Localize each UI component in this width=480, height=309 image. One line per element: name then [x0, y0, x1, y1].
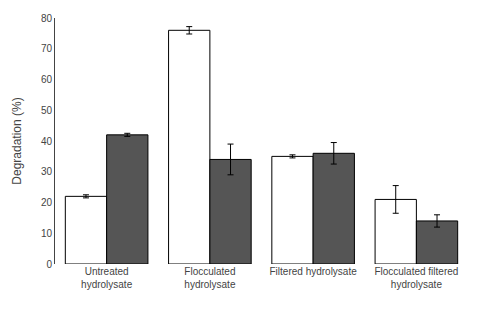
svg-text:Filtered hydrolysate: Filtered hydrolysate: [269, 266, 357, 277]
svg-text:Degradation (%): Degradation (%): [10, 97, 24, 184]
svg-text:80: 80: [41, 13, 53, 24]
svg-text:30: 30: [41, 166, 53, 177]
svg-text:Flocculated filteredhydrolysat: Flocculated filteredhydrolysate: [374, 266, 458, 290]
svg-text:20: 20: [41, 197, 53, 208]
svg-text:10: 10: [41, 228, 53, 239]
svg-text:Untreatedhydrolysate: Untreatedhydrolysate: [81, 266, 133, 290]
svg-text:40: 40: [41, 136, 53, 147]
svg-text:0: 0: [46, 259, 52, 270]
svg-text:60: 60: [41, 74, 53, 85]
svg-text:70: 70: [41, 43, 53, 54]
svg-text:Flocculatedhydrolysate: Flocculatedhydrolysate: [184, 266, 236, 290]
svg-text:50: 50: [41, 105, 53, 116]
